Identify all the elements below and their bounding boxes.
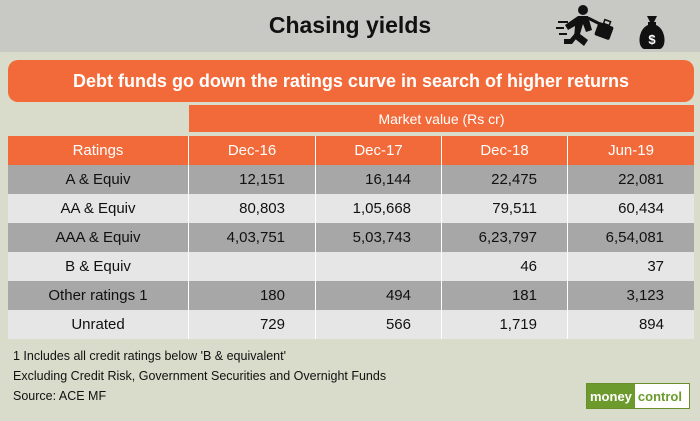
table-cell: 181 — [442, 281, 568, 310]
table-cell: 37 — [568, 252, 694, 281]
table-cell: 3,123 — [568, 281, 694, 310]
page-title: Chasing yields — [268, 12, 432, 38]
column-header: Dec-17 — [316, 136, 442, 165]
table-cell: 1,05,668 — [316, 194, 442, 223]
row-label: B & Equiv — [8, 252, 189, 281]
column-header: Dec-16 — [189, 136, 316, 165]
table-cell — [316, 252, 442, 281]
svg-text:$: $ — [648, 32, 656, 47]
header-bar: Chasing yields $ — [0, 0, 700, 52]
subtitle-banner: Debt funds go down the ratings curve in … — [8, 60, 694, 102]
table-cell: 16,144 — [316, 165, 442, 194]
table-cell: 6,23,797 — [442, 223, 568, 252]
row-label: Unrated — [8, 310, 189, 339]
table-row: Other ratings 1 180 494 181 3,123 — [8, 281, 694, 310]
table-cell: 6,54,081 — [568, 223, 694, 252]
table-cell: 60,434 — [568, 194, 694, 223]
table-cell: 80,803 — [189, 194, 316, 223]
table-cell — [189, 252, 316, 281]
table-cell: 4,03,751 — [189, 223, 316, 252]
table-cell: 5,03,743 — [316, 223, 442, 252]
table-row: A & Equiv 12,151 16,144 22,475 22,081 — [8, 165, 694, 194]
table-row: AA & Equiv 80,803 1,05,668 79,511 60,434 — [8, 194, 694, 223]
row-label: Other ratings 1 — [8, 281, 189, 310]
row-label: AAA & Equiv — [8, 223, 189, 252]
table-cell: 1,719 — [442, 310, 568, 339]
table-cell: 894 — [568, 310, 694, 339]
column-header: Ratings — [8, 136, 189, 165]
table-cell: 566 — [316, 310, 442, 339]
footnotes: 1 Includes all credit ratings below 'B &… — [13, 346, 386, 406]
column-header: Jun-19 — [568, 136, 694, 165]
footnote: 1 Includes all credit ratings below 'B &… — [13, 349, 286, 363]
row-label: A & Equiv — [8, 165, 189, 194]
footnote: Excluding Credit Risk, Government Securi… — [13, 369, 387, 383]
table-cell: 12,151 — [189, 165, 316, 194]
table-row: B & Equiv 46 37 — [8, 252, 694, 281]
logo-part-money: money — [587, 384, 635, 408]
table-cell: 494 — [316, 281, 442, 310]
market-value-header-row: Market value (Rs cr) — [8, 105, 694, 132]
table-cell: 79,511 — [442, 194, 568, 223]
logo-part-control: control — [634, 384, 689, 408]
source-note: Source: ACE MF — [13, 389, 107, 403]
market-value-label: Market value (Rs cr) — [189, 105, 694, 132]
moneycontrol-logo: money control — [586, 383, 690, 409]
row-label: AA & Equiv — [8, 194, 189, 223]
table-row: Unrated 729 566 1,719 894 — [8, 310, 694, 339]
runner-with-briefcase-icon — [556, 5, 614, 46]
column-header: Dec-18 — [442, 136, 568, 165]
money-bag-icon: $ — [639, 16, 665, 49]
table-row: AAA & Equiv 4,03,751 5,03,743 6,23,797 6… — [8, 223, 694, 252]
ratings-table: Market value (Rs cr) Ratings Dec-16 Dec-… — [8, 105, 694, 339]
table-cell: 22,081 — [568, 165, 694, 194]
table-cell: 180 — [189, 281, 316, 310]
table-header-row: Ratings Dec-16 Dec-17 Dec-18 Jun-19 — [8, 136, 694, 165]
table-cell: 46 — [442, 252, 568, 281]
table-cell: 22,475 — [442, 165, 568, 194]
table-cell: 729 — [189, 310, 316, 339]
